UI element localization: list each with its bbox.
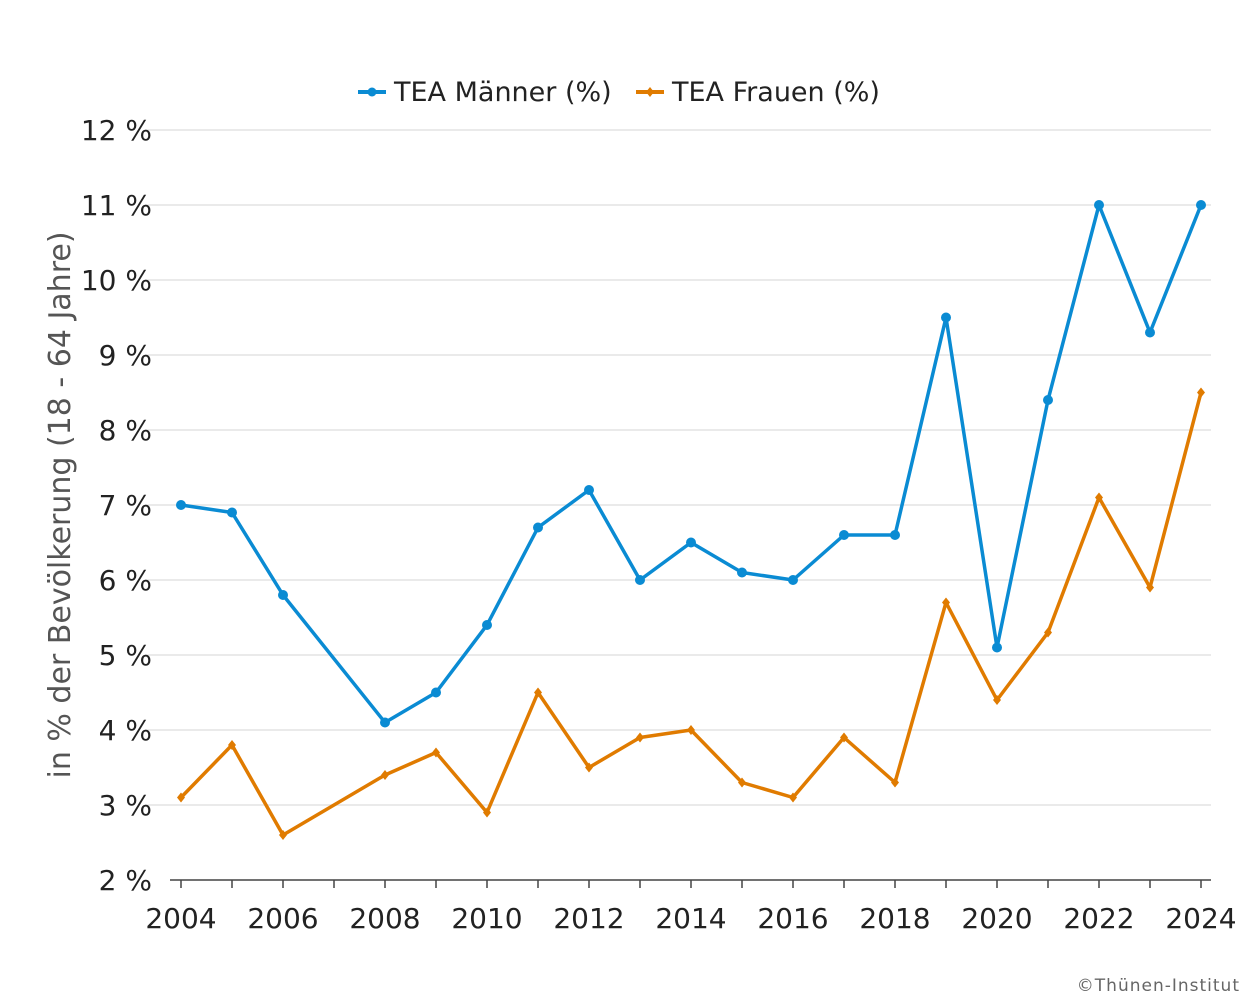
data-point xyxy=(738,777,746,788)
data-point xyxy=(1043,395,1053,405)
data-point xyxy=(227,507,237,518)
data-point xyxy=(737,567,747,578)
series-lines xyxy=(176,200,1206,840)
y-tick-label: 2 % xyxy=(99,864,152,897)
y-tick-label: 4 % xyxy=(99,714,152,747)
data-point xyxy=(584,485,594,495)
x-tick-label: 2018 xyxy=(859,902,930,935)
series-line-0 xyxy=(180,203,1203,725)
data-point xyxy=(890,530,900,540)
data-point xyxy=(1145,327,1155,338)
data-point xyxy=(636,732,644,743)
y-tick-label: 3 % xyxy=(99,789,152,822)
x-tick-label: 2010 xyxy=(451,902,522,935)
data-point xyxy=(942,597,950,608)
data-point xyxy=(1044,627,1052,638)
x-tick-label: 2020 xyxy=(961,902,1032,935)
data-point xyxy=(534,687,542,698)
data-point xyxy=(992,642,1002,653)
data-point xyxy=(840,732,848,743)
x-tick-label: 2006 xyxy=(247,902,318,935)
data-point xyxy=(228,740,236,750)
legend-marker xyxy=(646,87,654,97)
data-point xyxy=(1146,582,1154,593)
data-point xyxy=(176,500,186,510)
y-tick-label: 7 % xyxy=(99,489,152,522)
x-tick-label: 2024 xyxy=(1165,902,1236,935)
data-point xyxy=(381,770,389,780)
x-tick-label: 2014 xyxy=(655,902,726,935)
y-axis-label: in % der Bevölkerung (18 - 64 Jahre) xyxy=(43,231,78,778)
legend-marker xyxy=(367,87,377,97)
data-point xyxy=(585,762,593,773)
y-tick-label: 6 % xyxy=(99,564,152,597)
data-point xyxy=(380,717,390,728)
data-point xyxy=(941,312,951,323)
x-tick-label: 2012 xyxy=(553,902,624,935)
data-point xyxy=(483,807,491,818)
data-point xyxy=(687,725,695,735)
gridlines xyxy=(145,129,1211,806)
y-tick-label: 10 % xyxy=(81,264,152,297)
data-point xyxy=(1095,492,1103,503)
data-point xyxy=(839,530,849,540)
data-point xyxy=(891,777,899,788)
data-point xyxy=(635,575,645,585)
data-point xyxy=(177,792,185,803)
x-tick-label: 2008 xyxy=(349,902,420,935)
series-line-1 xyxy=(179,392,1203,837)
x-tick-label: 2022 xyxy=(1063,902,1134,935)
data-point xyxy=(1094,200,1104,210)
data-point xyxy=(788,575,798,585)
data-point xyxy=(431,687,441,698)
data-point xyxy=(1196,200,1206,210)
data-point xyxy=(482,620,492,630)
copyright: ©Thünen-Institut xyxy=(1077,976,1240,996)
data-point xyxy=(789,792,797,803)
legend: TEA Männer (%) TEA Frauen (%) xyxy=(358,77,880,108)
y-tick-label: 5 % xyxy=(99,639,152,672)
data-point xyxy=(279,830,287,840)
legend-label: TEA Männer (%) xyxy=(393,77,612,108)
data-point xyxy=(1197,387,1205,398)
data-point xyxy=(993,695,1001,705)
y-tick-label: 8 % xyxy=(99,414,152,447)
y-axis-ticks: 2 % 3 % 4 % 5 % 6 % 7 % 8 % 9 % 10 % 11 % 12 % xyxy=(81,114,152,897)
x-axis: 2004 2006 2008 2010 2012 2014 2016 2018 2020 2022… xyxy=(145,879,1237,935)
y-tick-label: 9 % xyxy=(99,339,152,372)
data-point xyxy=(278,590,288,600)
data-point xyxy=(533,522,543,533)
data-point xyxy=(432,747,440,758)
x-tick-label: 2016 xyxy=(757,902,828,935)
x-tick-label: 2004 xyxy=(145,902,216,935)
legend-label: TEA Frauen (%) xyxy=(671,77,880,108)
y-tick-label: 11 % xyxy=(81,189,152,222)
y-tick-label: 12 % xyxy=(81,114,152,147)
data-point xyxy=(686,537,696,548)
